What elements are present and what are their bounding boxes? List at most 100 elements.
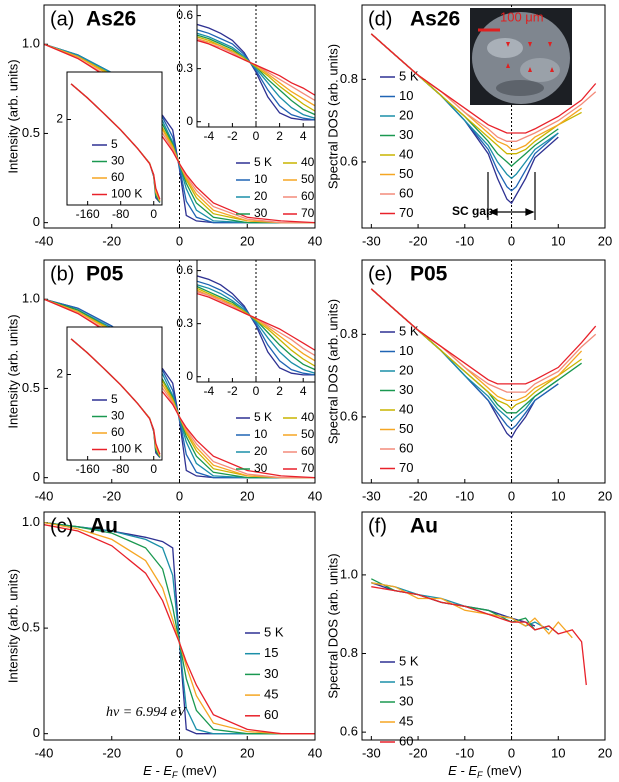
x-tick-label: 20 [598,745,612,760]
x-tick-label: 0 [508,233,515,248]
legend-label: 40 [301,410,315,424]
x-tick-label: -40 [35,233,54,248]
y-tick-label: 0.8 [340,71,358,86]
legend-label: 30 [111,409,125,423]
sample-spot [487,38,523,58]
legend-label: 20 [399,107,413,122]
x-tick-label: 40 [308,488,322,503]
x-tick-label: 0 [508,488,515,503]
legend-label: 5 K [399,323,419,338]
sc-gap-marker [487,172,536,220]
legend-label: 20 [399,362,413,377]
panel-label: (d) [368,8,392,30]
series-line [197,280,315,376]
legend-label: 40 [399,401,413,416]
series-line [370,33,597,134]
x-tick-label: -80 [112,207,130,221]
legend-label: 70 [399,205,413,220]
legend-label: 40 [399,146,413,161]
y-axis-label: Intensity (arb. units) [5,569,20,683]
x-tick-label: 4 [300,384,307,398]
x-label-unit: (meV) [487,763,522,778]
panel-label: (e) [368,263,392,285]
annotation: 100 μm [500,9,544,24]
y-tick-label: 0 [33,725,40,740]
x-tick-label: -40 [35,745,54,760]
plot-frame [361,259,606,484]
x-tick-label: -2 [227,384,238,398]
x-label-main: E - E [143,763,172,778]
plot-frame [196,4,316,128]
panel-label: (f) [368,515,387,537]
markers [506,42,554,72]
series-line [197,32,315,119]
annotation: hν = 6.994 eV [106,705,187,720]
x-tick-label: -2 [227,129,238,143]
y-tick-label: 0 [186,369,193,383]
y-tick-label: 0 [33,469,40,484]
y-axis-label: Spectral DOS (arb. units) [325,44,340,189]
x-tick-label: -30 [362,233,381,248]
x-tick-label: 2 [276,129,283,143]
x-tick-label: 4 [300,129,307,143]
y-tick-label: 1.0 [22,36,40,51]
y-tick-label: 1.0 [22,291,40,306]
legend-label: 30 [254,461,268,475]
x-tick-label: -20 [409,745,428,760]
legend-label: 30 [399,127,413,142]
x-tick-label: -30 [362,745,381,760]
x-tick-label: 0 [253,384,260,398]
x-label-sub: F [172,770,178,780]
plot-frame [361,4,606,229]
legend-label: 50 [399,166,413,181]
legend-label: 5 [111,392,118,406]
panel: 0 0.5 1.0 -40 -20 0 20 40 5 K 15 30 45 60 (c) Au Intens… [5,511,322,780]
y-tick-label: 0.5 [22,620,40,635]
legend-label: 70 [399,460,413,475]
legend-label: 50 [399,421,413,436]
legend-label: 50 [301,172,315,186]
panel: 0 0.3 0.6 -4 -2 0 2 4 5 K 10 20 30 40 50 60 70 [176,4,316,220]
panel-label: (a) [50,8,74,30]
series-line [371,582,573,639]
panel-title: P05 [410,263,448,286]
x-tick-label: 20 [240,745,254,760]
y-tick-label: 0.8 [340,645,358,660]
x-tick-label: 0 [176,233,183,248]
panel-label: (b) [50,263,74,285]
legend-label: 45 [399,713,413,728]
y-axis-label: Spectral DOS (arb. units) [325,553,340,698]
y-tick-label: 0.6 [340,724,358,739]
y-tick-label: 0.3 [176,316,193,330]
plot-background [362,512,605,740]
x-tick-label: 40 [308,745,322,760]
legend-label: 60 [399,185,413,200]
plot-frame [361,511,606,741]
x-tick-label: -160 [76,462,100,476]
x-label-sub: F [477,770,483,780]
legend-label: 10 [254,427,268,441]
x-tick-label: -160 [76,207,100,221]
x-tick-label: 10 [551,745,565,760]
legend-label: 30 [399,382,413,397]
x-tick-label: -10 [455,233,474,248]
x-tick-label: 0 [150,207,157,221]
x-tick-label: -10 [455,745,474,760]
legend-label: 5 K [399,68,419,83]
y-tick-label: 1.0 [22,514,40,529]
panel: 0.6 0.8 1.0 -30 -20 -10 0 10 20 5 K 15 30 45 60 (f) Au S… [325,511,612,780]
x-tick-label: -20 [102,488,121,503]
plot-frame [66,326,163,461]
legend-label: 60 [111,425,125,439]
x-tick-label: -4 [203,384,214,398]
panel: 2 -160 -80 0 5 30 60 100 K [56,71,163,221]
legend-label: 30 [254,206,268,220]
x-tick-label: 0 [176,488,183,503]
legend-label: 70 [301,206,315,220]
legend-label: 40 [301,155,315,169]
x-tick-label: 0 [508,745,515,760]
y-tick-label: 0 [186,114,193,128]
x-axis-label: E - EF (meV) [143,763,217,780]
legend-label: 30 [399,693,413,708]
legend-label: 10 [399,88,413,103]
